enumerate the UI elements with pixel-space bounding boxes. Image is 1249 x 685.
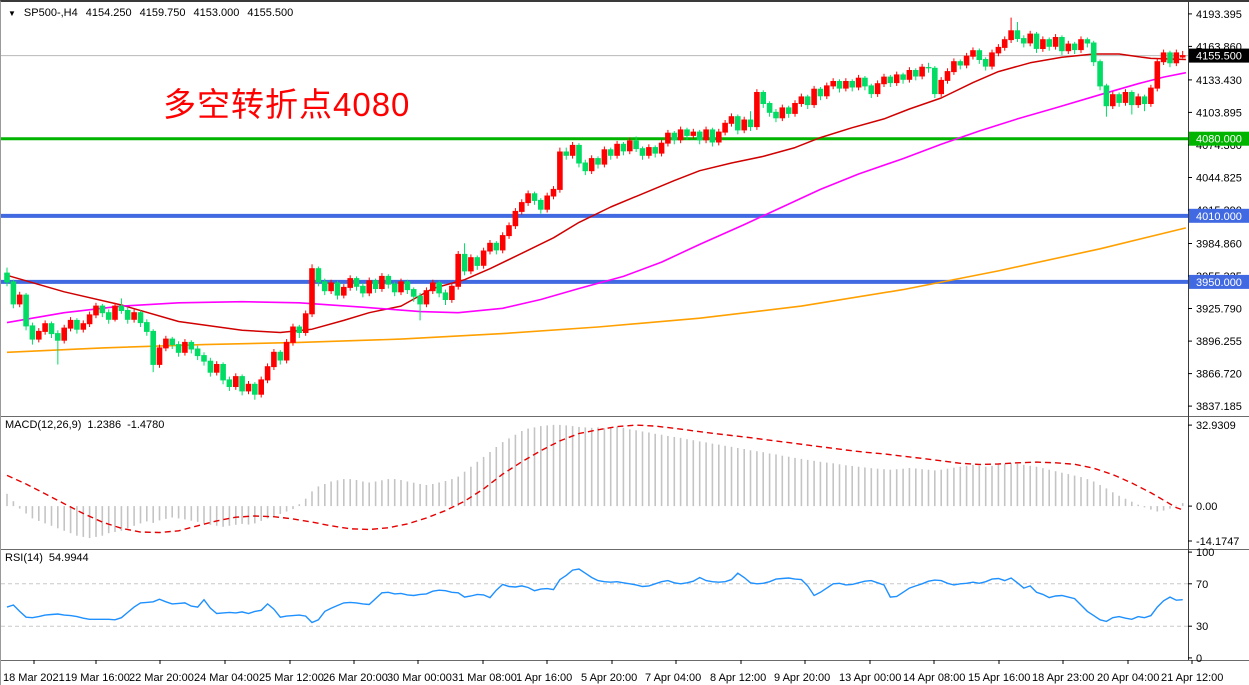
axis-label: 30	[1196, 621, 1208, 633]
axis-label: 4103.895	[1196, 107, 1242, 119]
axis-label: 3837.185	[1196, 401, 1242, 413]
ma-mid-magenta	[6, 71, 1187, 324]
axis-label: 4044.825	[1196, 173, 1242, 185]
time-axis-label: 20 Apr 04:00	[1097, 672, 1159, 684]
axis-label: 4133.430	[1196, 75, 1242, 87]
quote-close: 4155.500	[247, 7, 294, 19]
quote-open: 4154.250	[85, 7, 132, 19]
axis-label: 4193.395	[1196, 9, 1242, 21]
time-axis-label: 8 Apr 12:00	[710, 672, 766, 684]
candlesticks-layer	[4, 17, 1186, 400]
price-badge	[1189, 208, 1249, 223]
symbol-dropdown-icon[interactable]: ▼	[8, 8, 16, 18]
price-badge-label: 4080.000	[1196, 134, 1242, 146]
time-axis-label: 31 Mar 08:00	[452, 672, 517, 684]
symbol-quote-line: ▼ SP500-,H4 4154.250 4159.750 4153.000 4…	[8, 7, 301, 19]
price-badge-label: 3950.000	[1196, 277, 1242, 289]
time-axis-label: 9 Apr 20:00	[774, 672, 830, 684]
time-axis-label: 15 Apr 16:00	[968, 672, 1030, 684]
quote-high: 4159.750	[139, 7, 186, 19]
axis-label: 3866.720	[1196, 369, 1242, 381]
price-badge	[1189, 131, 1249, 146]
price-badge-label: 4010.000	[1196, 211, 1242, 223]
time-axis-label: 19 Mar 16:00	[65, 672, 130, 684]
macd-params: MACD(12,26,9)	[5, 419, 82, 431]
panel-frame	[1, 2, 1249, 661]
time-axis-label: 18 Apr 23:00	[1032, 672, 1094, 684]
rsi-layer	[1, 568, 1188, 627]
axis-label: 0.00	[1196, 501, 1217, 513]
price-badge	[1189, 48, 1249, 63]
time-axis-label: 30 Mar 00:00	[387, 672, 452, 684]
axis-label: 70	[1196, 579, 1208, 591]
time-axis-label: 18 Mar 2021	[3, 672, 65, 684]
axis-label: -14.1747	[1196, 536, 1239, 548]
macd-layer	[6, 424, 1184, 539]
axis-label: 3925.790	[1196, 304, 1242, 316]
time-axis: 18 Mar 2021 19 Mar 16:00 22 Mar 20:00 24 Ma…	[3, 660, 1223, 684]
price-badges: 4080.000 4010.000 3950.000 4155.500	[1189, 48, 1249, 289]
symbol-period: SP500-,H4	[23, 7, 78, 19]
time-axis-label: 7 Apr 04:00	[645, 672, 701, 684]
horizontal-price-lines	[1, 55, 1188, 284]
ma-slow-orange	[6, 227, 1187, 354]
rsi-indicator-label: RSI(14) 54.9944	[5, 552, 95, 564]
axis-label: 0	[1196, 653, 1202, 665]
time-axis-label: 21 Apr 12:00	[1161, 672, 1223, 684]
time-axis-label: 26 Mar 20:00	[323, 672, 388, 684]
quote-low: 4153.000	[193, 7, 240, 19]
time-axis-label: 13 Apr 00:00	[839, 672, 901, 684]
macd-value: 1.2386	[87, 419, 122, 431]
time-axis-label: 22 Mar 20:00	[129, 672, 194, 684]
rsi-line	[6, 568, 1183, 624]
axis-label: 100	[1196, 547, 1214, 559]
right-price-axis: 4193.3954163.8604133.4304103.8954074.360…	[1188, 9, 1242, 665]
axis-label: 3984.860	[1196, 239, 1242, 251]
axis-label: 32.9309	[1196, 420, 1236, 432]
rsi-params: RSI(14)	[5, 552, 43, 564]
time-axis-label: 25 Mar 12:00	[259, 672, 324, 684]
price-badge	[1189, 274, 1249, 289]
time-axis-label: 24 Mar 04:00	[194, 672, 259, 684]
time-axis-label: 5 Apr 20:00	[581, 672, 637, 684]
annotation-text[interactable]: 多空转折点4080	[163, 86, 411, 123]
macd-indicator-label: MACD(12,26,9) 1.2386 -1.4780	[5, 419, 170, 431]
axis-label: 3896.255	[1196, 336, 1242, 348]
time-axis-label: 14 Apr 08:00	[903, 672, 965, 684]
price-badge-label: 4155.500	[1196, 51, 1242, 63]
macd-signal-value: -1.4780	[127, 419, 165, 431]
time-axis-label: 1 Apr 16:00	[516, 672, 572, 684]
rsi-value: 54.9944	[48, 552, 89, 564]
macd-signal-line	[6, 424, 1183, 534]
